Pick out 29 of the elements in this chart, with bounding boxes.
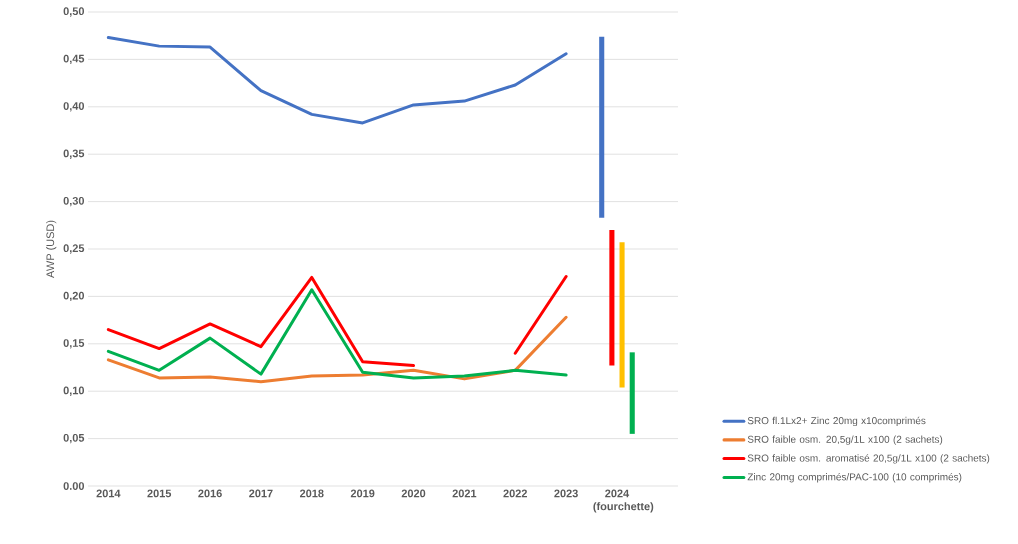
legend-label: SRO fl.1Lx2+ Zinc 20mg x10comprimés — [747, 416, 926, 427]
x-tick-label: 2020 — [401, 489, 426, 498]
x-tick-label: 2015 — [147, 489, 172, 498]
x-tick-label: 2014 — [96, 489, 121, 498]
legend-label: SRO faible osm. aromatisé 20,5g/1L x100 (2 sachets) — [747, 454, 990, 464]
x-tick-label: 2018 — [299, 489, 324, 498]
y-tick-label: 0,35 — [63, 149, 85, 159]
y-tick-label: 0,10 — [63, 386, 85, 396]
x-tick-label: 2024 (fourchette) — [593, 489, 654, 513]
line-series — [106, 36, 568, 125]
line-series — [106, 288, 568, 380]
x-tick-label: 2023 — [554, 489, 578, 498]
x-tick-label: 2019 — [350, 489, 375, 498]
y-tick-label: 0.00 — [63, 482, 85, 490]
y-tick-label: 0,45 — [63, 54, 85, 65]
legend-label: SRO faible osm. 20,5g/1L x100 (2 sachets) — [747, 435, 943, 445]
x-tick-label: 2016 — [198, 489, 222, 498]
x-tick-label: 2022 — [503, 489, 527, 498]
y-tick-label: 0,40 — [63, 102, 85, 112]
y-tick-label: 0,50 — [63, 7, 85, 17]
y-axis-title: AWP (USD) — [46, 220, 57, 278]
x-tick-label: 2021 — [452, 489, 477, 498]
y-tick-label: 0,30 — [63, 196, 85, 207]
y-tick-label: 0,15 — [63, 339, 85, 349]
y-tick-label: 0,20 — [63, 291, 85, 302]
x-tick-label: 2017 — [249, 489, 273, 498]
y-tick-label: 0,05 — [63, 433, 85, 444]
legend-label: Zinc 20mg comprimés/PAC-100 (10 comprimés) — [747, 472, 962, 483]
y-tick-label: 0,25 — [63, 244, 85, 254]
